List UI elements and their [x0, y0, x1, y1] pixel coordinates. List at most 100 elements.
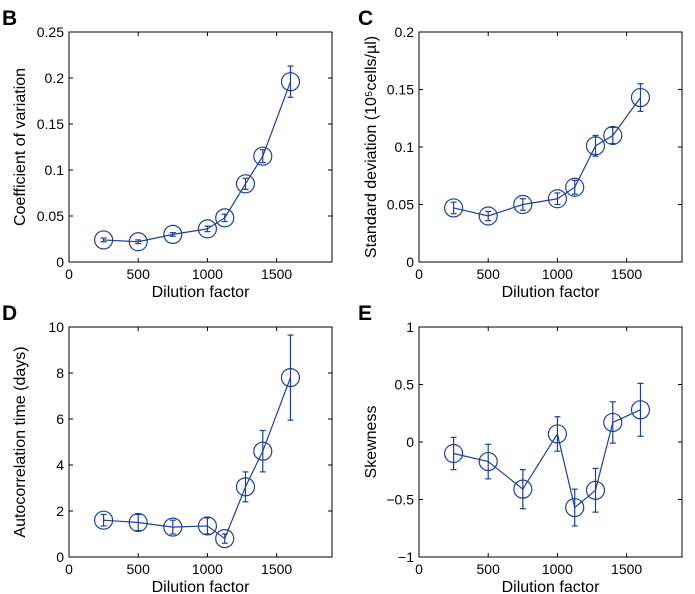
panel-b-y-tick-label: 0.1	[45, 162, 65, 178]
panel-c-error-bar	[609, 126, 616, 145]
panel-d-y-tick-label: 8	[56, 365, 64, 381]
panel-c-x-tick-label: 1000	[542, 266, 573, 282]
panel-e-data-point	[444, 443, 464, 464]
panel-b-x-tick-label: 0	[65, 266, 73, 282]
panel-b-error-bar	[204, 225, 211, 233]
panel-c-error-bar	[485, 210, 492, 222]
panel-b-error-bar	[169, 231, 176, 237]
panel-d-y-tick-label: 0	[56, 549, 64, 565]
panel-e-error-bar	[554, 416, 561, 452]
panel-b-x-tick-label: 500	[127, 266, 151, 282]
panel-b-data-point	[235, 174, 256, 194]
panel-e-error-bar	[571, 488, 578, 527]
panel-e-error-bar	[609, 401, 616, 444]
panel-c-error-bar	[637, 83, 644, 112]
panel-c-axes-box	[418, 31, 683, 263]
panel-e-data-point	[547, 424, 568, 444]
panel-e-data-point	[478, 451, 498, 472]
panel-b-data-point	[253, 146, 273, 166]
panel-c-x-tick-label: 1500	[611, 266, 642, 282]
panel-d-series-line	[103, 377, 292, 540]
panel-d-error-bar	[135, 513, 142, 532]
panel-e-x-tick-label: 0	[415, 561, 423, 577]
panel-d-error-bar	[242, 471, 249, 503]
panel-e-y-tick-label: −1	[398, 549, 414, 565]
panel-c-x-tick-label: 500	[477, 266, 501, 282]
panel-d-data-point	[197, 516, 218, 536]
panel-b-y-tick-label: 0	[56, 254, 64, 270]
panel-b-error-bar	[100, 237, 107, 243]
panel-c-data-point	[585, 136, 606, 156]
panel-b-data-point	[280, 72, 301, 92]
panel-b-error-bar	[259, 149, 266, 164]
panel-b-series-line	[103, 81, 292, 243]
panel-c-y-axis-label: Standard deviation (10⁵cells/µl)	[363, 36, 380, 258]
panel-b-y-tick-label: 0.2	[45, 70, 65, 86]
panel-e-series-line	[453, 409, 641, 509]
panel-c-x-axis-label: Dilution factor	[502, 284, 600, 301]
panel-e-x-axis-label: Dilution factor	[502, 579, 600, 594]
panel-d-y-tick-label: 6	[56, 411, 64, 427]
panel-c-error-bar	[592, 134, 599, 157]
panel-e-x-tick-label: 500	[477, 561, 501, 577]
panel-b-error-bar	[287, 65, 294, 98]
panel-e-error-bar	[637, 382, 644, 437]
panel-b-data-point	[215, 208, 235, 228]
panel-c-error-bar	[571, 179, 578, 195]
panel-d-error-bar	[204, 517, 211, 535]
panel-e-panel-letter: E	[358, 302, 372, 325]
panel-e-data-point	[630, 400, 651, 420]
panel-c-error-bar	[519, 198, 526, 211]
panel-d-panel-letter: D	[2, 302, 17, 325]
panel-d-x-tick-label: 0	[65, 561, 73, 577]
panel-e-error-bar	[485, 443, 492, 480]
panel-c-data-point	[630, 87, 651, 108]
panel-c-error-bar	[554, 192, 561, 206]
panel-d-error-bar	[287, 334, 294, 421]
panel-d-y-tick-label: 2	[56, 503, 64, 519]
panel-d-y-tick-label: 4	[56, 457, 64, 473]
panel-e: 0 500 1000 1500 −1 −0.5 0 0.5 1 Dilution factor Sk…	[358, 302, 683, 594]
panel-d-x-tick-label: 500	[127, 561, 151, 577]
panel-b-data-point	[128, 232, 148, 252]
panel-c-data-point	[444, 198, 464, 218]
panel-c-y-tick-label: 0.05	[387, 197, 414, 213]
panel-b: 0 500 1000 1500 0 0.05 0.1 0.15 0.2 0.25 Dilution …	[2, 7, 333, 301]
panel-c-data-point	[513, 194, 533, 215]
panel-c-data-point	[478, 206, 498, 226]
panel-e-y-axis-label: Skewness	[363, 406, 380, 479]
panel-c-y-tick-label: 0.2	[395, 24, 415, 40]
panel-e-y-tick-label: −0.5	[386, 492, 414, 508]
panel-d-y-axis-label: Autocorrelation time (days)	[12, 346, 29, 537]
panel-b-x-axis-label: Dilution factor	[152, 284, 250, 301]
panel-e-data-point	[565, 497, 585, 518]
panel-b-y-tick-label: 0.15	[37, 116, 64, 132]
panel-e-error-bar	[592, 467, 599, 513]
panel-b-error-bar	[242, 177, 249, 190]
panel-d-data-point	[215, 528, 235, 549]
panel-b-y-tick-label: 0.25	[37, 24, 64, 40]
panel-e-error-bar	[450, 436, 457, 471]
panel-d-data-point	[94, 510, 114, 530]
panel-e-x-tick-label: 1500	[611, 561, 642, 577]
panel-e-x-tick-label: 1000	[542, 561, 573, 577]
panel-b-x-tick-label: 1500	[261, 266, 292, 282]
panel-b-axes-box	[68, 31, 333, 263]
panel-b-error-bar	[221, 213, 228, 223]
panel-d-data-point	[128, 512, 148, 533]
panel-c-data-point	[565, 177, 585, 197]
panel-c-y-tick-label: 0.1	[395, 139, 415, 155]
panel-d-axes-box	[68, 326, 333, 558]
panel-e-error-bar	[519, 469, 526, 510]
panel-c-y-tick-label: 0	[406, 254, 414, 270]
panel-e-data-point	[603, 412, 623, 433]
panel-b-error-bar	[135, 239, 142, 245]
panel-d-x-axis-label: Dilution factor	[152, 579, 250, 594]
panel-c-error-bar	[450, 201, 457, 215]
panel-d-error-bar	[259, 429, 266, 473]
panel-b-y-axis-label: Coefficient of variation	[12, 68, 29, 226]
panel-d-error-bar	[221, 533, 228, 544]
panel-e-y-tick-label: 0.5	[395, 377, 415, 393]
panel-c-x-tick-label: 0	[415, 266, 423, 282]
